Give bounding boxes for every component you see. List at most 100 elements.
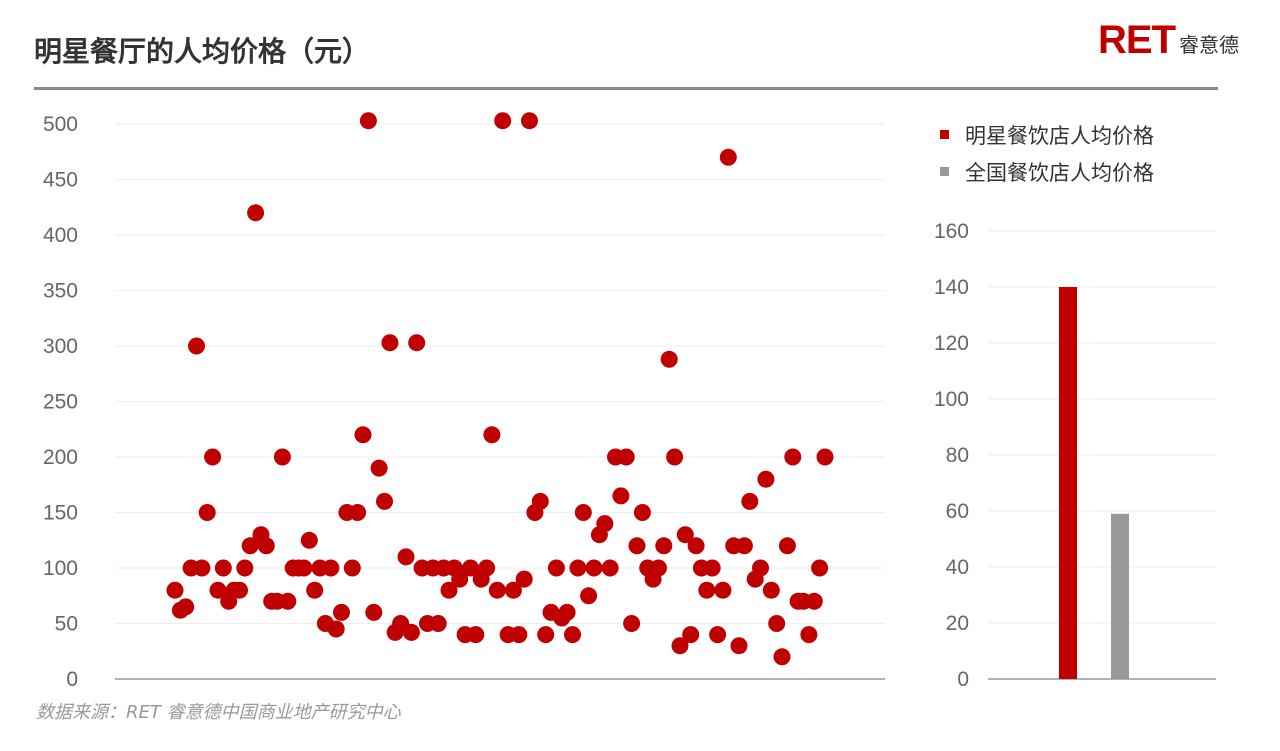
y-tick-label: 150 bbox=[43, 502, 78, 525]
data-point bbox=[193, 559, 211, 577]
data-point bbox=[451, 570, 469, 588]
data-point bbox=[735, 537, 753, 555]
data-point bbox=[376, 492, 393, 510]
data-point bbox=[214, 559, 232, 577]
data-point bbox=[295, 559, 313, 577]
data-point bbox=[510, 626, 528, 644]
scatter-y-axis: 0 50 100 150 200 250 300 350 400 450 500 bbox=[43, 113, 885, 691]
data-point bbox=[354, 426, 372, 444]
data-point bbox=[564, 626, 581, 644]
data-point bbox=[241, 537, 259, 555]
legend-label: 全国餐饮店人均价格 bbox=[965, 161, 1154, 185]
data-point bbox=[816, 448, 834, 466]
data-point bbox=[504, 581, 522, 599]
logo-text: 睿意德 bbox=[1179, 33, 1239, 57]
data-point bbox=[359, 112, 377, 130]
data-point bbox=[569, 559, 587, 577]
data-point bbox=[322, 559, 340, 577]
data-point bbox=[601, 559, 619, 577]
bar-grid bbox=[988, 230, 1216, 624]
data-point bbox=[494, 112, 512, 130]
y-tick-label: 200 bbox=[43, 446, 78, 469]
data-point bbox=[537, 626, 555, 644]
data-point bbox=[612, 487, 630, 505]
bars bbox=[1059, 287, 1129, 679]
data-point bbox=[279, 592, 297, 610]
data-point bbox=[768, 615, 786, 632]
data-point bbox=[188, 337, 205, 355]
data-point bbox=[762, 581, 780, 599]
data-point bbox=[306, 581, 324, 599]
y-tick-label: 350 bbox=[43, 280, 78, 303]
y-tick-label: 450 bbox=[43, 169, 78, 192]
legend-swatch bbox=[940, 167, 949, 176]
y-tick-label: 50 bbox=[55, 613, 78, 636]
data-point bbox=[236, 559, 254, 577]
data-point bbox=[666, 448, 684, 466]
data-point bbox=[698, 581, 716, 599]
data-point bbox=[628, 537, 646, 555]
y-tick-label: 100 bbox=[43, 557, 78, 580]
data-point bbox=[650, 559, 667, 577]
data-point bbox=[709, 626, 727, 644]
data-point bbox=[805, 592, 823, 610]
data-point bbox=[166, 581, 184, 599]
y-tick-label: 100 bbox=[934, 388, 969, 411]
data-point bbox=[478, 559, 496, 577]
data-point bbox=[617, 448, 635, 466]
data-point bbox=[784, 448, 802, 466]
data-point bbox=[773, 648, 791, 666]
data-point bbox=[515, 570, 533, 588]
data-point bbox=[370, 459, 388, 477]
data-point bbox=[633, 504, 651, 521]
data-point bbox=[365, 603, 383, 621]
data-point bbox=[547, 559, 565, 577]
data-point bbox=[596, 515, 614, 533]
data-point bbox=[521, 112, 538, 130]
data-point bbox=[811, 559, 829, 577]
data-point bbox=[687, 537, 705, 555]
logo-mark: RET bbox=[1098, 18, 1176, 62]
data-point bbox=[349, 504, 367, 521]
data-point bbox=[397, 548, 415, 566]
data-point bbox=[402, 623, 420, 641]
data-point bbox=[177, 598, 195, 616]
data-point bbox=[257, 537, 275, 555]
data-point bbox=[300, 531, 318, 549]
scatter-grid bbox=[115, 123, 885, 624]
scatter-points bbox=[166, 112, 834, 666]
data-point bbox=[655, 537, 673, 555]
data-point bbox=[488, 581, 506, 599]
data-point bbox=[204, 448, 222, 466]
data-point bbox=[703, 559, 721, 577]
data-point bbox=[467, 626, 485, 644]
y-tick-label: 20 bbox=[946, 612, 969, 635]
data-point bbox=[209, 581, 227, 599]
data-point bbox=[676, 526, 694, 544]
data-point bbox=[408, 334, 426, 352]
data-point bbox=[741, 492, 759, 510]
data-point bbox=[752, 559, 769, 577]
data-point bbox=[327, 620, 345, 638]
data-point bbox=[343, 559, 361, 577]
data-point bbox=[623, 615, 641, 632]
data-point bbox=[462, 559, 479, 577]
y-tick-label: 0 bbox=[66, 668, 78, 691]
data-point bbox=[671, 637, 689, 655]
data-point bbox=[198, 504, 216, 521]
data-point bbox=[585, 559, 603, 577]
source-note: 数据来源：RET 睿意德中国商业地产研究中心 bbox=[36, 702, 401, 723]
bar-y-axis: 0 20 40 60 80 100 120 140 160 bbox=[934, 220, 1216, 691]
y-tick-label: 300 bbox=[43, 335, 78, 358]
legend-swatch bbox=[940, 130, 949, 139]
legend-label: 明星餐饮店人均价格 bbox=[965, 124, 1154, 148]
data-point bbox=[483, 426, 501, 444]
data-point bbox=[682, 626, 700, 644]
data-point bbox=[778, 537, 796, 555]
data-point bbox=[440, 581, 458, 599]
data-point bbox=[719, 148, 737, 166]
data-point bbox=[757, 470, 775, 488]
data-point bbox=[429, 615, 447, 632]
